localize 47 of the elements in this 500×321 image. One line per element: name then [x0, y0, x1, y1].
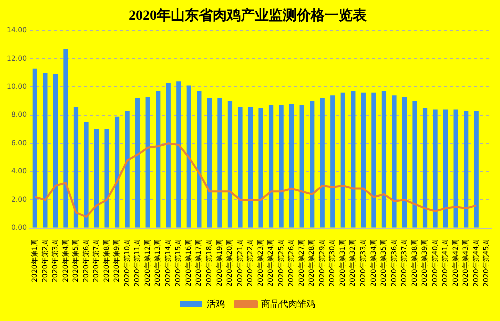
- bar: [136, 98, 140, 228]
- bar: [268, 106, 274, 228]
- bar: [310, 101, 315, 228]
- legend-label: 活鸡: [207, 298, 225, 310]
- bar: [300, 106, 304, 228]
- bar: [207, 98, 212, 228]
- chart-title: 2020年山东省肉鸡产业监测价格一览表: [129, 7, 368, 24]
- bar: [84, 122, 89, 228]
- bar: [351, 91, 356, 228]
- bar: [372, 92, 376, 228]
- bar: [330, 96, 336, 228]
- bar: [443, 110, 448, 228]
- bar: [43, 73, 48, 228]
- bar: [53, 74, 58, 228]
- bar: [433, 110, 438, 228]
- bar: [156, 91, 161, 228]
- bar: [382, 91, 387, 228]
- bar: [361, 92, 366, 228]
- bar: [320, 98, 325, 228]
- bar: [402, 97, 408, 228]
- bar: [474, 111, 479, 228]
- bar: [422, 108, 428, 228]
- bar: [186, 86, 192, 228]
- bar: [238, 106, 243, 228]
- bar: [104, 130, 110, 228]
- bar: [125, 111, 130, 228]
- bar: [228, 101, 233, 228]
- bar: [248, 106, 254, 228]
- bar: [176, 82, 182, 228]
- bar: [218, 98, 222, 228]
- bar: [412, 101, 418, 228]
- legend-label: 商品代肉雏鸡: [262, 298, 316, 310]
- bar: [197, 91, 202, 228]
- bar: [166, 82, 171, 228]
- bar: [392, 96, 397, 228]
- bar: [258, 108, 264, 228]
- bar: [114, 116, 120, 228]
- bar: [74, 106, 79, 228]
- bar: [32, 68, 38, 228]
- bar: [146, 97, 150, 228]
- bar: [340, 92, 346, 228]
- bar: [454, 110, 458, 228]
- bar: [64, 49, 68, 228]
- bar: [94, 130, 100, 228]
- bar: [290, 104, 294, 228]
- bar: [279, 106, 284, 228]
- bar: [464, 111, 469, 228]
